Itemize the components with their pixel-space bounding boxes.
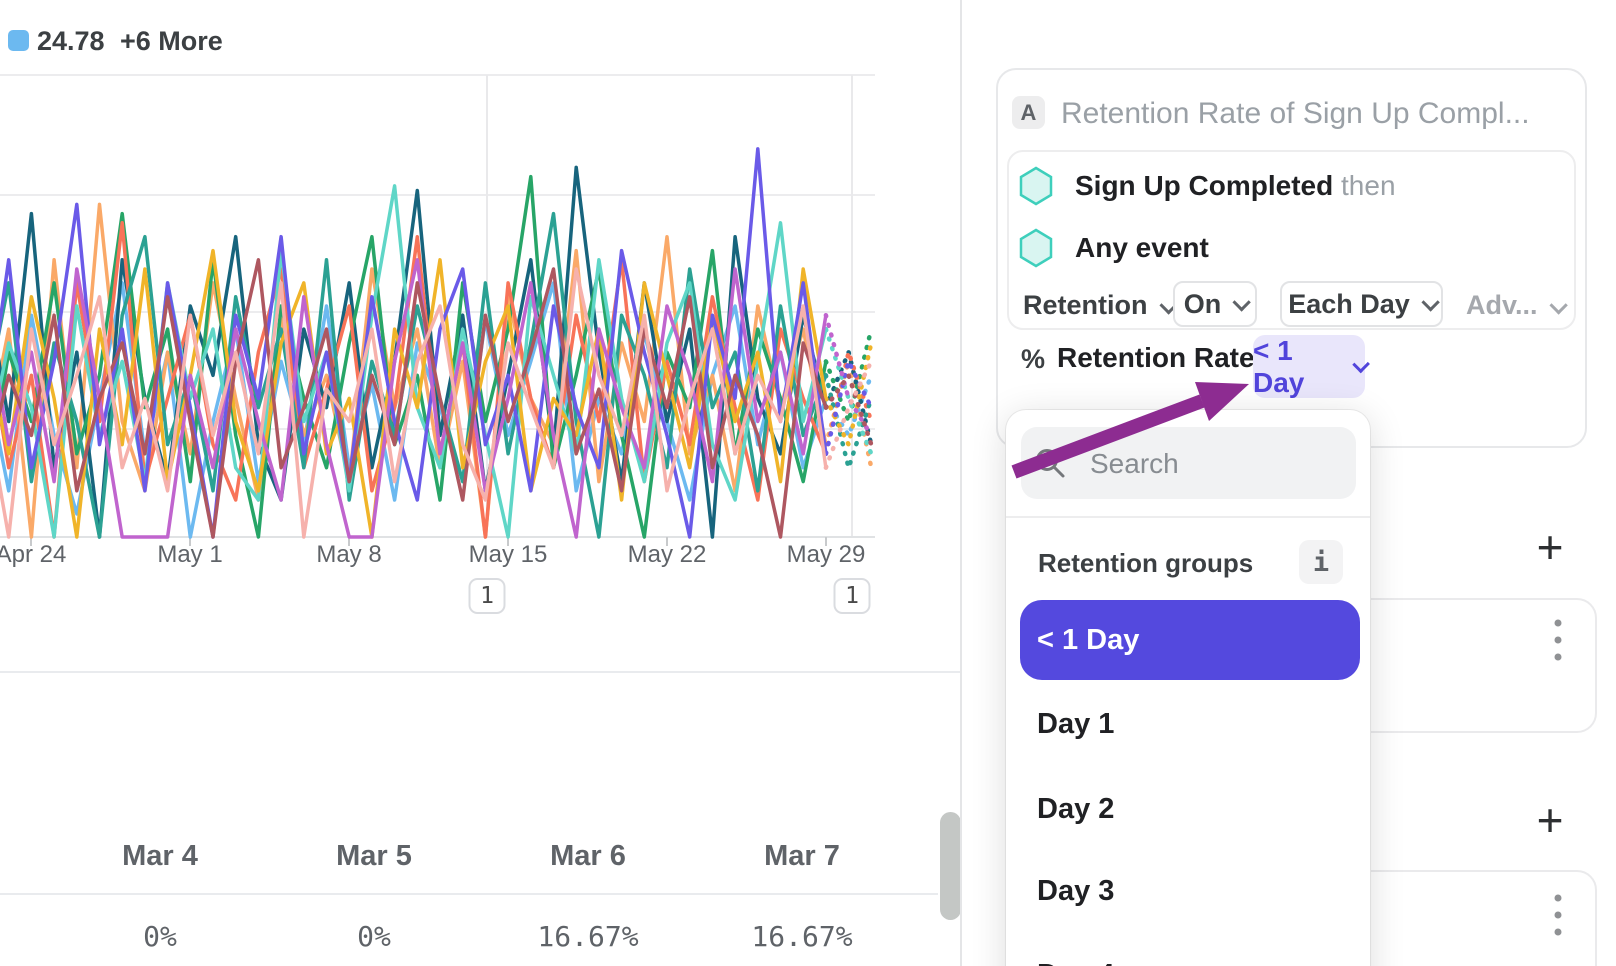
table-cell-value[interactable]: 16.67% bbox=[751, 920, 853, 953]
panel-divider bbox=[960, 0, 962, 966]
chevron-down-icon bbox=[1421, 292, 1440, 312]
each-day-dropdown[interactable]: Each Day bbox=[1280, 281, 1443, 327]
kebab-menu-icon[interactable] bbox=[1554, 894, 1562, 936]
x-axis-tick-label: May 29 bbox=[786, 541, 866, 568]
retention-bucket-dropdown[interactable]: < 1 Day bbox=[1253, 335, 1370, 398]
event-hexagon-icon bbox=[1019, 228, 1053, 268]
x-axis-tick-label: May 1 bbox=[157, 541, 223, 568]
chart-series-line[interactable] bbox=[0, 267, 828, 539]
x-axis-tick-label: Apr 24 bbox=[0, 541, 67, 568]
event-row-anyevent[interactable]: Any event bbox=[1075, 232, 1209, 264]
event1-suffix: then bbox=[1333, 170, 1396, 201]
chart-annotation-badge[interactable]: 1 bbox=[468, 578, 506, 614]
event-hexagon-icon bbox=[1019, 166, 1053, 206]
table-cell-value[interactable]: 0% bbox=[357, 920, 391, 953]
chart-series-line[interactable] bbox=[0, 258, 828, 539]
add-card-button[interactable]: + bbox=[1536, 794, 1564, 846]
retention-line-chart bbox=[0, 74, 875, 546]
dropdown-divider bbox=[1006, 516, 1370, 518]
table-divider bbox=[0, 893, 938, 895]
search-input[interactable] bbox=[1090, 442, 1340, 486]
x-axis-tick-label: May 22 bbox=[627, 541, 707, 568]
on-dropdown[interactable]: On bbox=[1173, 281, 1257, 327]
vertical-scrollbar[interactable] bbox=[940, 812, 961, 920]
chart-series-line[interactable] bbox=[0, 184, 828, 539]
x-axis-tick-label: May 8 bbox=[316, 541, 382, 568]
chart-annotation-badge[interactable]: 1 bbox=[833, 578, 871, 614]
dropdown-item--1-day[interactable]: < 1 Day bbox=[1020, 600, 1360, 680]
search-icon bbox=[1036, 449, 1065, 478]
table-column-header: Mar 6 bbox=[550, 840, 626, 872]
table-column-header: Mar 5 bbox=[336, 840, 412, 872]
chart-series-line[interactable] bbox=[0, 258, 828, 539]
dropdown-item-day-2[interactable]: Day 2 bbox=[1037, 792, 1115, 825]
legend-series-label[interactable]: 24.78 bbox=[37, 26, 105, 56]
dropdown-item-day-1[interactable]: Day 1 bbox=[1037, 707, 1115, 740]
table-column-header: Mar 7 bbox=[764, 840, 840, 872]
chevron-down-icon bbox=[1232, 292, 1252, 312]
retention-groups-header: Retention groups bbox=[1038, 548, 1254, 578]
legend-more-label[interactable]: +6 More bbox=[120, 26, 223, 56]
retention-group-dropdown-menu bbox=[1006, 410, 1370, 966]
table-cell-value[interactable]: 0% bbox=[143, 920, 177, 953]
info-icon[interactable]: i bbox=[1299, 540, 1343, 584]
chart-series-line[interactable] bbox=[0, 221, 828, 539]
table-cell-value[interactable]: 16.67% bbox=[537, 920, 639, 953]
percent-icon: % bbox=[1021, 344, 1046, 374]
retention-type-dropdown[interactable]: Retention bbox=[1023, 290, 1178, 321]
event2-label: Any event bbox=[1075, 232, 1209, 263]
dropdown-item-day-3[interactable]: Day 3 bbox=[1037, 874, 1115, 907]
dropdown-item-day-4[interactable]: Day 4 bbox=[1020, 935, 1360, 966]
event-row-signup[interactable]: Sign Up Completed then bbox=[1075, 170, 1396, 202]
query-title[interactable]: Retention Rate of Sign Up Compl... bbox=[1061, 97, 1530, 130]
legend-series-swatch[interactable] bbox=[8, 30, 29, 51]
metric-dropdown[interactable]: Retention Rate bbox=[1057, 342, 1291, 374]
kebab-menu-icon[interactable] bbox=[1554, 619, 1562, 661]
table-column-header: Mar 4 bbox=[122, 840, 198, 872]
query-letter-badge: A bbox=[1012, 96, 1045, 129]
section-divider bbox=[0, 671, 961, 673]
add-metric-button[interactable]: + bbox=[1536, 521, 1564, 573]
advanced-dropdown[interactable]: Adv... bbox=[1466, 290, 1568, 321]
x-axis-tick-label: May 15 bbox=[468, 541, 548, 568]
event1-label: Sign Up Completed bbox=[1075, 170, 1334, 201]
